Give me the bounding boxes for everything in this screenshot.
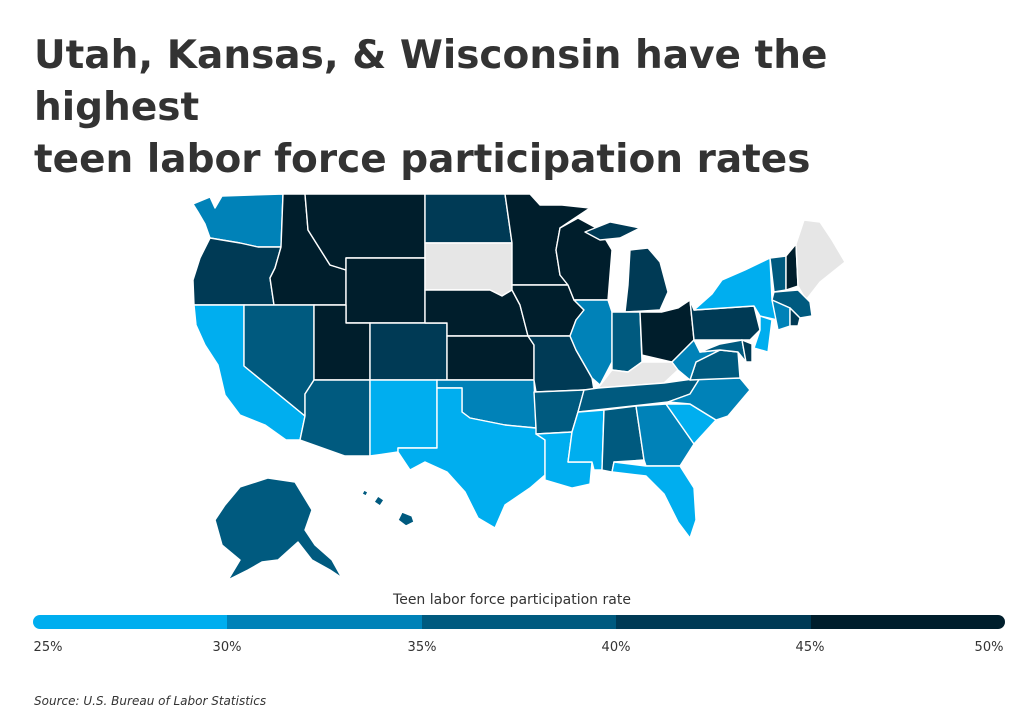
legend-seg-3 bbox=[421, 615, 617, 629]
state-KS bbox=[446, 335, 535, 381]
state-NM bbox=[369, 379, 438, 457]
title-line-2: teen labor force participation rates bbox=[34, 137, 811, 182]
state-NY bbox=[693, 257, 779, 321]
state-WA bbox=[192, 193, 284, 248]
state-SD bbox=[424, 242, 513, 297]
legend-tick-40: 40% bbox=[601, 640, 631, 655]
state-IL bbox=[569, 299, 613, 386]
state-TX bbox=[397, 387, 546, 529]
legend-tick-30: 30% bbox=[212, 640, 242, 655]
legend-tick-35: 35% bbox=[407, 640, 437, 655]
chart-title: Utah, Kansas, & Wisconsin have the highe… bbox=[34, 30, 1004, 186]
legend-seg-2 bbox=[227, 615, 422, 629]
state-CT bbox=[771, 299, 791, 331]
state-AZ bbox=[299, 379, 371, 457]
legend-seg-1 bbox=[33, 615, 228, 629]
title-line-1: Utah, Kansas, & Wisconsin have the highe… bbox=[34, 33, 828, 130]
state-VT bbox=[769, 255, 787, 293]
state-WY bbox=[345, 257, 426, 324]
legend-tick-45: 45% bbox=[795, 640, 825, 655]
state-IN bbox=[611, 311, 643, 373]
state-RI bbox=[789, 307, 801, 327]
state-HI bbox=[361, 489, 415, 527]
legend-color-bar bbox=[33, 615, 1005, 629]
state-DE bbox=[741, 339, 753, 363]
legend-seg-5 bbox=[810, 615, 1005, 629]
state-ME bbox=[795, 219, 846, 301]
state-MI bbox=[584, 221, 669, 313]
state-WV bbox=[671, 339, 721, 381]
state-FL bbox=[611, 461, 697, 539]
legend-seg-4 bbox=[616, 615, 811, 629]
state-NJ bbox=[753, 315, 773, 353]
legend-tick-25: 25% bbox=[33, 640, 63, 655]
state-AK bbox=[214, 477, 343, 581]
source-note: Source: U.S. Bureau of Labor Statistics bbox=[34, 694, 267, 708]
state-KY bbox=[597, 361, 679, 389]
state-OR bbox=[192, 237, 282, 306]
legend-tick-50: 50% bbox=[974, 640, 1004, 655]
state-CO bbox=[369, 322, 448, 381]
legend-title: Teen labor force participation rate bbox=[393, 592, 631, 608]
state-ND bbox=[424, 193, 513, 244]
state-NC bbox=[667, 377, 751, 421]
